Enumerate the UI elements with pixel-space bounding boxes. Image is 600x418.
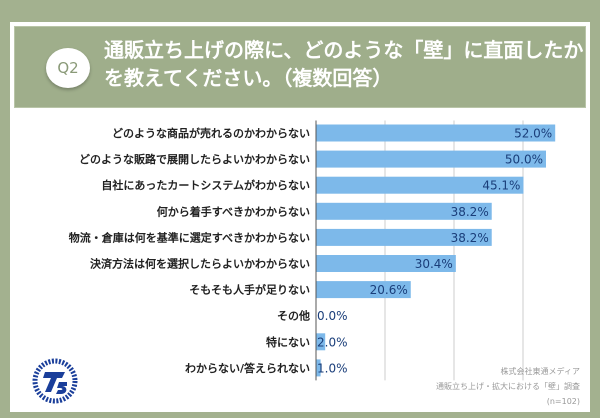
- question-badge: Q2: [46, 48, 90, 88]
- category-label: わからない/答えられない: [185, 361, 310, 375]
- value-label: 2.0%: [317, 335, 348, 349]
- sample-size: (n=102): [546, 397, 580, 406]
- source-company: 株式会社東通メディア: [500, 367, 580, 376]
- value-label: 50.0%: [505, 153, 543, 167]
- source-survey: 通販立ち上げ・拡大における「壁」調査: [436, 382, 580, 391]
- bar: [316, 202, 492, 220]
- value-label: 38.2%: [451, 231, 489, 245]
- question-header: [14, 26, 586, 108]
- value-label: 20.6%: [370, 283, 408, 297]
- category-label: 物流・倉庫は何を基準に選定すべきかわからない: [69, 230, 310, 244]
- source-note: 株式会社東通メディア 通販立ち上げ・拡大における「壁」調査 (n=102): [436, 364, 580, 409]
- bar: [316, 150, 546, 168]
- category-label: その他: [277, 309, 310, 323]
- value-label: 38.2%: [451, 205, 489, 219]
- value-label: 30.4%: [415, 257, 453, 271]
- bar: [316, 281, 411, 299]
- bar: [316, 124, 556, 142]
- question-title: 通販立ち上げの際に、どのような「壁」に直面したかを教えてください。（複数回答）: [104, 38, 584, 90]
- category-label: そもそも人手が足りない: [189, 283, 310, 297]
- value-label: 0.0%: [317, 309, 348, 323]
- bar: [316, 176, 524, 194]
- bar: [316, 333, 326, 351]
- bar: [316, 228, 492, 246]
- value-label: 45.1%: [482, 179, 520, 193]
- category-label: 特にない: [266, 335, 310, 349]
- category-label: どのような商品が売れるのかわからない: [112, 126, 310, 140]
- category-label: 自社にあったカートシステムがわからない: [101, 178, 310, 192]
- category-label: 決済方法は何を選択したらよいかわからない: [90, 257, 310, 271]
- value-label: 1.0%: [317, 361, 348, 375]
- bar: [316, 255, 456, 272]
- company-logo: [32, 358, 78, 404]
- category-label: どのような販路で展開したらよいかわからない: [79, 152, 310, 166]
- bar: [316, 359, 321, 377]
- category-label: 何から着手すべきかわからない: [157, 204, 310, 218]
- value-label: 52.0%: [514, 127, 552, 141]
